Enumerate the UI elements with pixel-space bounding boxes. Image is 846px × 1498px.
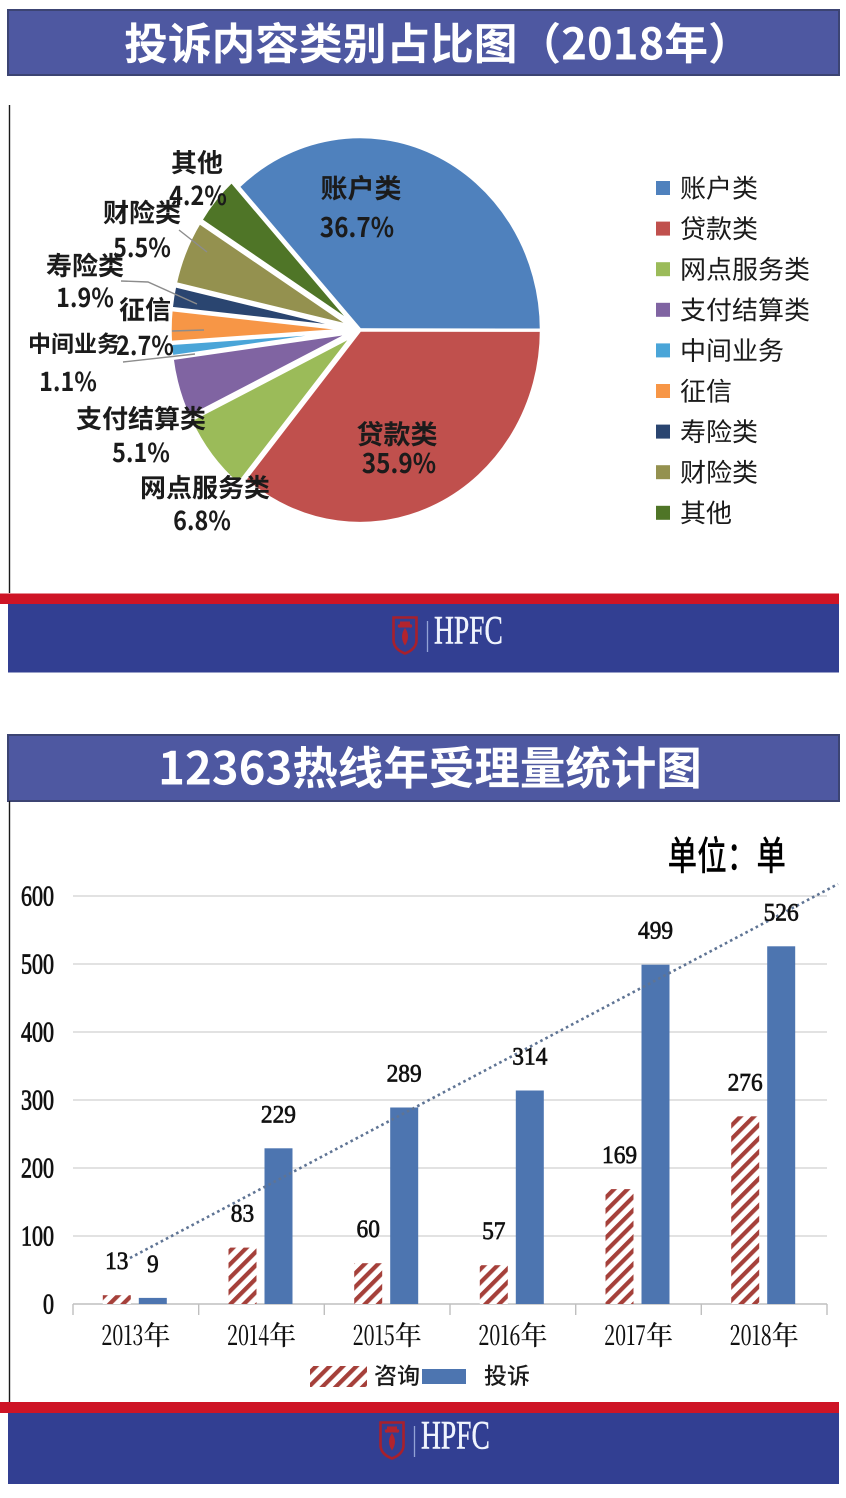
svg-text:83: 83 (231, 1199, 254, 1228)
svg-text:526: 526 (764, 897, 799, 926)
svg-text:HPFC: HPFC (421, 1414, 490, 1458)
svg-text:100: 100 (21, 1222, 54, 1253)
svg-text:60: 60 (357, 1214, 380, 1243)
svg-text:200: 200 (21, 1154, 54, 1185)
svg-text:HPFC: HPFC (434, 609, 503, 653)
svg-text:9: 9 (147, 1249, 159, 1278)
svg-text:13: 13 (105, 1246, 128, 1275)
svg-text:57: 57 (482, 1216, 506, 1245)
svg-text:314: 314 (512, 1042, 547, 1071)
svg-text:229: 229 (261, 1099, 296, 1128)
svg-text:400: 400 (21, 1018, 54, 1049)
svg-text:276: 276 (728, 1067, 763, 1096)
svg-text:499: 499 (638, 916, 673, 945)
svg-text:300: 300 (21, 1086, 54, 1117)
svg-text:600: 600 (21, 882, 54, 913)
svg-text:169: 169 (602, 1140, 637, 1169)
svg-text:500: 500 (21, 950, 54, 981)
svg-text:289: 289 (387, 1059, 422, 1088)
svg-text:0: 0 (43, 1290, 54, 1321)
